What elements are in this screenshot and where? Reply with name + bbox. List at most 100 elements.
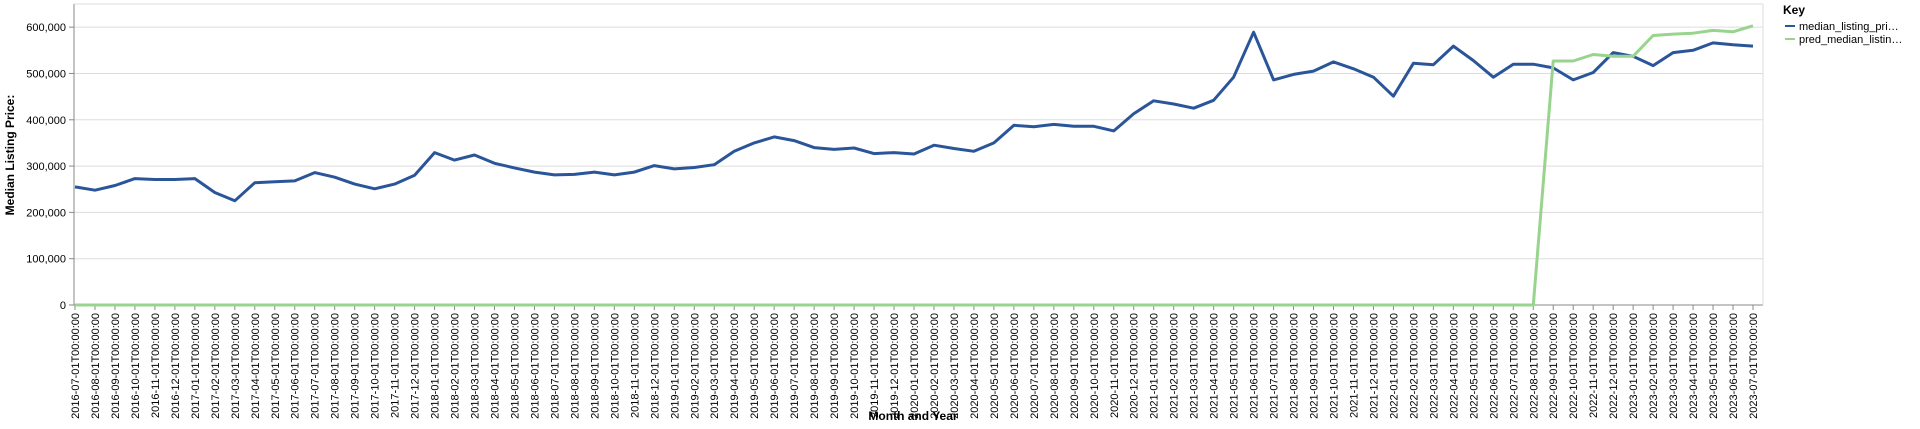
x-tick-label: 2019-08-01T00:00:00 — [809, 313, 821, 419]
x-tick-label: 2023-05-01T00:00:00 — [1708, 313, 1720, 419]
x-tick-label: 2018-07-01T00:00:00 — [549, 313, 561, 419]
x-tick-label: 2017-04-01T00:00:00 — [250, 313, 262, 419]
x-tick-label: 2017-09-01T00:00:00 — [350, 313, 362, 419]
x-tick-label: 2018-04-01T00:00:00 — [490, 313, 502, 419]
x-tick-label: 2021-01-01T00:00:00 — [1149, 313, 1161, 419]
x-tick-label: 2023-01-01T00:00:00 — [1628, 313, 1640, 419]
x-tick-label: 2021-12-01T00:00:00 — [1368, 313, 1380, 419]
legend-label: pred_median_listin… — [1799, 34, 1902, 46]
x-tick-label: 2018-09-01T00:00:00 — [589, 313, 601, 419]
x-tick-label: 2020-11-01T00:00:00 — [1109, 313, 1121, 418]
x-tick-label: 2019-06-01T00:00:00 — [769, 313, 781, 419]
x-tick-label: 2018-12-01T00:00:00 — [649, 313, 661, 419]
x-tick-label: 2016-12-01T00:00:00 — [170, 313, 182, 419]
legend-label: median_listing_pri… — [1799, 21, 1899, 33]
x-tick-label: 2021-07-01T00:00:00 — [1269, 313, 1281, 419]
x-tick-label: 2020-04-01T00:00:00 — [969, 313, 981, 419]
y-tick-label: 600,000 — [26, 22, 66, 34]
x-tick-label: 2017-06-01T00:00:00 — [290, 313, 302, 419]
x-tick-label: 2018-05-01T00:00:00 — [509, 313, 521, 419]
x-tick-label: 2021-05-01T00:00:00 — [1229, 313, 1241, 419]
y-tick-label: 500,000 — [26, 68, 66, 80]
x-tick-label: 2020-02-01T00:00:00 — [929, 313, 941, 419]
x-tick-label: 2021-11-01T00:00:00 — [1348, 313, 1360, 418]
x-tick-label: 2016-08-01T00:00:00 — [90, 313, 102, 419]
series-line — [74, 30, 1754, 203]
x-tick-label: 2020-03-01T00:00:00 — [949, 313, 961, 419]
x-tick-label: 2016-10-01T00:00:00 — [130, 313, 142, 419]
x-tick-label: 2017-03-01T00:00:00 — [230, 313, 242, 419]
x-tick-label: 2022-09-01T00:00:00 — [1548, 313, 1560, 419]
y-tick-label: 200,000 — [26, 207, 66, 219]
x-tick-label: 2016-09-01T00:00:00 — [110, 313, 122, 419]
x-tick-label: 2016-11-01T00:00:00 — [150, 313, 162, 418]
x-tick-label: 2018-03-01T00:00:00 — [470, 313, 482, 419]
x-tick-label: 2020-12-01T00:00:00 — [1129, 313, 1141, 419]
series-line — [75, 24, 1754, 307]
x-tick-label: 2017-12-01T00:00:00 — [410, 313, 422, 419]
x-tick-label: 2018-01-01T00:00:00 — [430, 313, 442, 419]
x-tick-label: 2023-07-01T00:00:00 — [1748, 313, 1760, 419]
x-tick-label: 2018-02-01T00:00:00 — [450, 313, 462, 419]
x-tick-label: 2022-10-01T00:00:00 — [1568, 313, 1580, 419]
x-tick-label: 2017-11-01T00:00:00 — [390, 313, 402, 418]
x-tick-label: 2022-05-01T00:00:00 — [1468, 313, 1480, 419]
x-tick-label: 2019-02-01T00:00:00 — [689, 313, 701, 419]
x-tick-label: 2021-09-01T00:00:00 — [1309, 313, 1321, 419]
x-tick-label: 2017-08-01T00:00:00 — [330, 313, 342, 419]
x-tick-label: 2019-03-01T00:00:00 — [709, 313, 721, 419]
x-axis-title: Month and Year — [868, 409, 957, 423]
x-tick-label: 2022-04-01T00:00:00 — [1448, 313, 1460, 419]
x-tick-label: 2021-10-01T00:00:00 — [1329, 313, 1341, 419]
x-tick-label: 2021-06-01T00:00:00 — [1249, 313, 1261, 419]
x-tick-label: 2023-03-01T00:00:00 — [1668, 313, 1680, 419]
x-tick-label: 2017-05-01T00:00:00 — [270, 313, 282, 419]
x-tick-label: 2017-07-01T00:00:00 — [310, 313, 322, 419]
x-tick-label: 2022-07-01T00:00:00 — [1508, 313, 1520, 419]
x-tick-label: 2017-02-01T00:00:00 — [210, 313, 222, 419]
x-tick-label: 2016-07-01T00:00:00 — [70, 313, 82, 419]
y-tick-label: 0 — [60, 300, 66, 312]
x-tick-label: 2019-11-01T00:00:00 — [869, 313, 881, 418]
y-axis-title: Median Listing Price: — [3, 95, 17, 216]
x-tick-label: 2019-09-01T00:00:00 — [829, 313, 841, 419]
x-tick-label: 2022-01-01T00:00:00 — [1388, 313, 1400, 419]
x-tick-label: 2020-08-01T00:00:00 — [1049, 313, 1061, 419]
x-tick-label: 2023-06-01T00:00:00 — [1728, 313, 1740, 419]
x-tick-label: 2023-04-01T00:00:00 — [1688, 313, 1700, 419]
x-tick-label: 2021-02-01T00:00:00 — [1169, 313, 1181, 419]
x-tick-label: 2021-03-01T00:00:00 — [1189, 313, 1201, 419]
x-tick-label: 2019-05-01T00:00:00 — [749, 313, 761, 419]
x-tick-label: 2018-08-01T00:00:00 — [569, 313, 581, 419]
x-tick-label: 2022-11-01T00:00:00 — [1588, 313, 1600, 418]
x-tick-label: 2020-09-01T00:00:00 — [1069, 313, 1081, 419]
x-tick-label: 2020-10-01T00:00:00 — [1089, 313, 1101, 419]
x-tick-label: 2020-05-01T00:00:00 — [989, 313, 1001, 419]
x-tick-label: 2017-10-01T00:00:00 — [370, 313, 382, 419]
x-tick-label: 2023-02-01T00:00:00 — [1648, 313, 1660, 419]
x-tick-label: 2022-02-01T00:00:00 — [1408, 313, 1420, 419]
x-tick-label: 2021-04-01T00:00:00 — [1209, 313, 1221, 419]
y-tick-label: 100,000 — [26, 254, 66, 266]
y-tick-label: 400,000 — [26, 115, 66, 127]
x-tick-label: 2020-06-01T00:00:00 — [1009, 313, 1021, 419]
x-tick-label: 2019-04-01T00:00:00 — [729, 313, 741, 419]
x-tick-label: 2019-12-01T00:00:00 — [889, 313, 901, 419]
x-tick-label: 2022-03-01T00:00:00 — [1428, 313, 1440, 419]
x-tick-label: 2020-01-01T00:00:00 — [909, 313, 921, 419]
x-tick-label: 2020-07-01T00:00:00 — [1029, 313, 1041, 419]
x-tick-label: 2019-07-01T00:00:00 — [789, 313, 801, 419]
x-tick-label: 2017-01-01T00:00:00 — [190, 313, 202, 419]
x-tick-label: 2021-08-01T00:00:00 — [1289, 313, 1301, 419]
x-tick-label: 2018-11-01T00:00:00 — [629, 313, 641, 418]
x-tick-label: 2019-10-01T00:00:00 — [849, 313, 861, 419]
legend-title: Key — [1783, 3, 1805, 17]
y-tick-label: 300,000 — [26, 161, 66, 173]
x-tick-label: 2018-06-01T00:00:00 — [529, 313, 541, 419]
x-tick-label: 2022-08-01T00:00:00 — [1528, 313, 1540, 419]
x-tick-label: 2018-10-01T00:00:00 — [609, 313, 621, 419]
x-tick-label: 2022-12-01T00:00:00 — [1608, 313, 1620, 419]
x-tick-label: 2022-06-01T00:00:00 — [1488, 313, 1500, 419]
x-tick-label: 2019-01-01T00:00:00 — [669, 313, 681, 419]
